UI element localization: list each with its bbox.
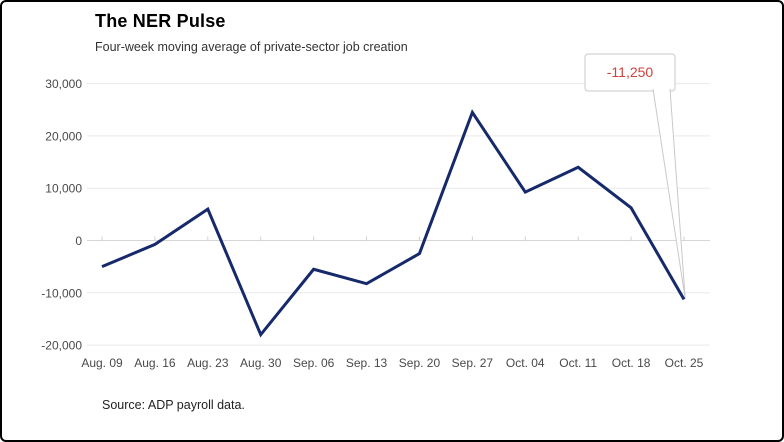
x-tick-label: Aug. 09 [81, 356, 123, 370]
x-tick-label: Oct. 18 [612, 356, 651, 370]
zero-axis-ticks [101, 236, 685, 241]
x-tick-label: Aug. 16 [134, 356, 176, 370]
y-tick-label: 0 [75, 234, 82, 248]
data-line [101, 109, 686, 338]
x-tick-label: Aug. 23 [187, 356, 229, 370]
x-tick-label: Oct. 25 [665, 356, 704, 370]
x-tick-label: Sep. 13 [346, 356, 388, 370]
x-tick-label: Oct. 04 [506, 356, 545, 370]
y-tick-label: 30,000 [45, 77, 82, 91]
callout-tail [652, 88, 686, 299]
x-tick-label: Oct. 11 [559, 356, 597, 370]
y-axis-labels: 30,000 20,000 10,000 0 -10,000 -20,000 [41, 77, 82, 353]
x-tick-label: Sep. 20 [399, 356, 441, 370]
callout-box [584, 53, 676, 92]
source-note: Source: ADP payroll data. [102, 398, 245, 412]
x-axis-labels: Aug. 09 Aug. 16 Aug. 23 Aug. 30 Sep. 06 Sep. … [81, 356, 703, 370]
x-tick-label: Sep. 27 [452, 356, 494, 370]
y-tick-label: -10,000 [41, 286, 82, 300]
x-tick-label: Sep. 06 [293, 356, 335, 370]
chart-title: The NER Pulse [95, 11, 226, 31]
gridlines [87, 83, 710, 346]
x-tick-label: Aug. 30 [240, 356, 282, 370]
y-tick-label: -20,000 [41, 339, 82, 353]
y-tick-label: 10,000 [45, 182, 82, 196]
y-tick-label: 20,000 [45, 129, 82, 143]
chart-subtitle: Four-week moving average of private-sect… [95, 40, 408, 54]
